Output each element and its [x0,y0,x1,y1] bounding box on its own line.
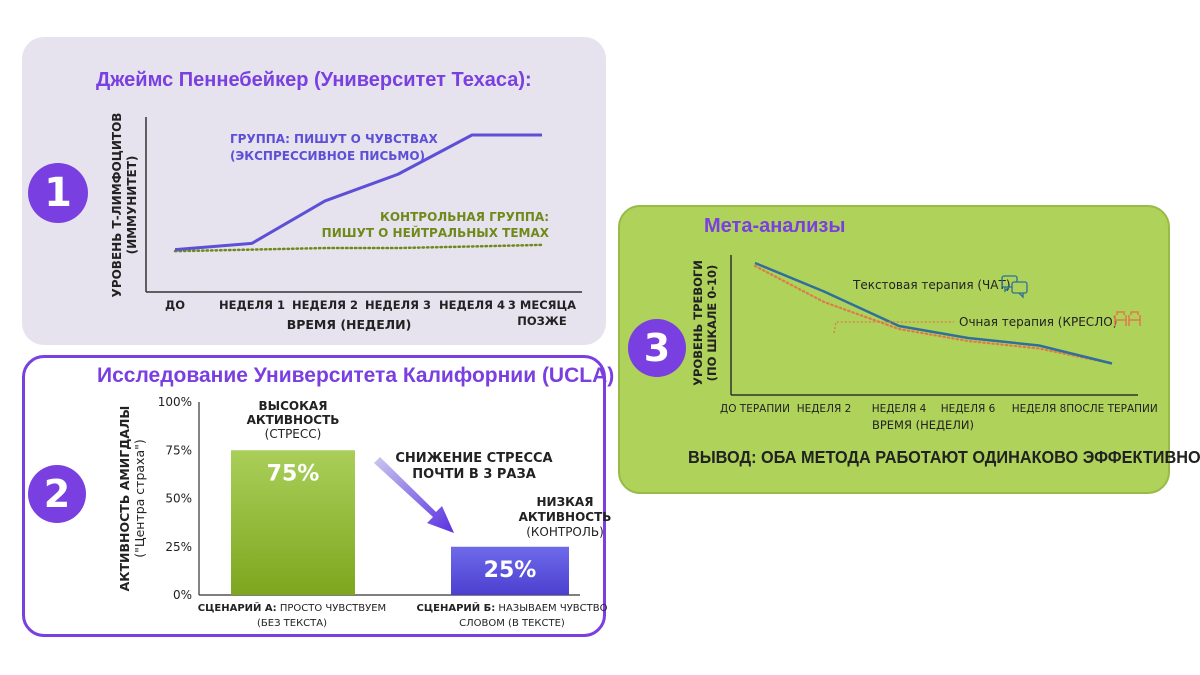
panel-meta-analysis: Мета-анализы 3 УРОВЕНЬ ТРЕВОГИ(ПО ШКАЛЕ … [618,205,1200,494]
x-tick-label: СЦЕНАРИЙ А: ПРОСТО ЧУВСТВУЕМ (БЕЗ ТЕКСТА) [198,601,386,629]
x-tick-label: ДО [165,298,185,312]
x-tick-label-line: НЕДЕЛЯ 1 [219,298,285,312]
x-tick-label-line: НЕДЕЛЯ 2 [292,298,358,312]
y-axis-label: УРОВЕНЬ Т-ЛИМФОЦИТОВ(ИММУНИТЕТ) [110,113,139,298]
series-label-line: ГРУППА: ПИШУТ О ЧУВСТВАХ [230,132,438,146]
x-tick-label: НЕДЕЛЯ 4 [872,403,927,415]
x-axis-label: ВРЕМЯ (НЕДЕЛИ) [872,418,974,432]
series-line-text-therapy [754,261,1113,365]
y-axis-label: УРОВЕНЬ ТРЕВОГИ(ПО ШКАЛЕ 0-10) [691,260,719,386]
arrow-label: СНИЖЕНИЕ СТРЕССА ПОЧТИ В 3 РАЗА [395,451,552,482]
x-tick-label-line2: СЛОВОМ (В ТЕКСТЕ) [459,618,565,629]
y-tick-label: 75% [165,443,192,457]
bar-annotation-line: АКТИВНОСТЬ [247,413,340,427]
x-tick-label-bold: СЦЕНАРИЙ А: [198,601,277,614]
bar-annotation-line: (СТРЕСС) [265,427,322,441]
x-tick-label-bold: СЦЕНАРИЙ Б: [417,601,496,614]
y-axis-label-line: ("Центра страха") [132,439,147,557]
x-tick-label-rest: ПРОСТО ЧУВСТВУЕМ [277,603,387,614]
armchairs-icon [1114,311,1141,326]
series-line-control [173,243,544,253]
y-tick-label: 25% [165,540,192,554]
series-label-line: (ЭКСПРЕССИВНОЕ ПИСЬМО) [230,149,425,163]
series-line-expressive [174,133,542,252]
chat-bubbles-icon [1001,275,1028,299]
x-tick-label: ДО ТЕРАПИИ [720,403,790,415]
x-tick-label-line: 3 МЕСЯЦА [508,298,576,312]
y-axis-label-line: УРОВЕНЬ Т-ЛИМФОЦИТОВ [110,113,124,298]
decrease-arrow [374,457,454,533]
leader-line [833,321,954,334]
step-badge: 3 [628,319,686,377]
series-label-control: КОНТРОЛЬНАЯ ГРУППА: ПИШУТ О НЕЙТРАЛЬНЫХ Т… [322,210,550,240]
x-tick-label-line: НЕДЕЛЯ 4 [439,298,505,312]
conclusion-text: ВЫВОД: ОБА МЕТОДА РАБОТАЮТ ОДИНАКОВО ЭФФ… [688,447,1200,467]
bar-annotation-line: (КОНТРОЛЬ) [526,525,604,539]
series-label-text-therapy: Текстовая терапия (ЧАТ) [852,278,1011,292]
x-tick-label: ПОСЛЕ ТЕРАПИИ [1066,403,1158,415]
y-tick-label: 100% [158,395,192,409]
x-tick-label: НЕДЕЛЯ 2 [797,403,852,415]
series-label-expressive: ГРУППА: ПИШУТ О ЧУВСТВАХ (ЭКСПРЕССИВНОЕ П… [230,132,438,163]
x-tick-label-line: ПОЗЖЕ [517,314,567,328]
bar-annotation: НИЗКАЯ АКТИВНОСТЬ (КОНТРОЛЬ) [519,495,612,539]
x-tick-label: НЕДЕЛЯ 3 [365,298,431,312]
bar [451,546,569,595]
x-tick-label-rest: НАЗЫВАЕМ ЧУВСТВО [495,603,607,614]
y-axis-label-line: (ИММУНИТЕТ) [125,156,139,255]
x-tick-label: НЕДЕЛЯ 1 [219,298,285,312]
immunity-line-chart: УРОВЕНЬ Т-ЛИМФОЦИТОВ(ИММУНИТЕТ) ДО НЕДЕЛЯ … [110,113,582,332]
panel-title: Джеймс Пеннебейкер (Университет Техаса): [96,69,532,91]
bar-annotation-line: ВЫСОКАЯ [259,399,328,413]
y-axis-label-line: УРОВЕНЬ ТРЕВОГИ [691,260,705,386]
y-axis-label-line: АКТИВНОСТЬ АМИГДАЛЫ [117,406,132,592]
y-tick-label: 50% [165,492,192,506]
x-tick-label: НЕДЕЛЯ 4 [439,298,505,312]
x-tick-label: НЕДЕЛЯ 8 [1012,403,1067,415]
panel-title: Мета-анализы [704,215,846,237]
y-axis-label-line: (ПО ШКАЛЕ 0-10) [705,265,719,382]
x-tick-label: НЕДЕЛЯ 2 [292,298,358,312]
panel-pennebaker: Джеймс Пеннебейкер (Университет Техаса):… [22,37,606,345]
arrow-label-line: СНИЖЕНИЕ СТРЕССА [395,451,552,466]
x-tick-label: 3 МЕСЯЦА ПОЗЖЕ [508,298,576,328]
x-tick-label-line: НЕДЕЛЯ 3 [365,298,431,312]
x-tick-label-line2: (БЕЗ ТЕКСТА) [257,618,327,629]
anxiety-line-chart: УРОВЕНЬ ТРЕВОГИ(ПО ШКАЛЕ 0-10) ДО ТЕРАПИИ… [691,255,1158,432]
bar [231,450,355,595]
bar-data-label: 25% [484,558,537,583]
arrow-label-line: ПОЧТИ В 3 РАЗА [412,467,536,482]
y-tick-label: 0% [173,588,192,602]
series-line-in-person [753,264,1114,365]
panel-ucla: Исследование Университета Калифорнии (UC… [22,355,614,637]
bar-annotation-line: АКТИВНОСТЬ [519,510,612,524]
series-label-line: ПИШУТ О НЕЙТРАЛЬНЫХ ТЕМАХ [322,225,550,240]
series-label-line: КОНТРОЛЬНАЯ ГРУППА: [380,210,549,224]
step-badge: 1 [28,163,88,223]
x-axis-label: ВРЕМЯ (НЕДЕЛИ) [287,317,412,332]
amygdala-bar-chart: 0% 25% 50% 75% 100% АКТИВНОСТЬ АМИГДАЛЫ("Цент… [117,395,611,629]
bar-annotation: ВЫСОКАЯ АКТИВНОСТЬ (СТРЕСС) [247,399,340,441]
x-tick-label: НЕДЕЛЯ 6 [941,403,996,415]
bar-data-label: 75% [267,461,320,486]
bar-annotation-line: НИЗКАЯ [537,495,594,509]
y-axis-label: АКТИВНОСТЬ АМИГДАЛЫ("Центра страха") [117,406,147,592]
x-tick-label: СЦЕНАРИЙ Б: НАЗЫВАЕМ ЧУВСТВО СЛОВОМ (В ТЕ… [417,601,608,629]
x-tick-label-line: ДО [165,298,185,312]
series-label-in-person: Очная терапия (КРЕСЛО) [959,315,1117,329]
panel-title: Исследование Университета Калифорнии (UC… [97,364,615,387]
step-badge: 2 [28,465,86,523]
